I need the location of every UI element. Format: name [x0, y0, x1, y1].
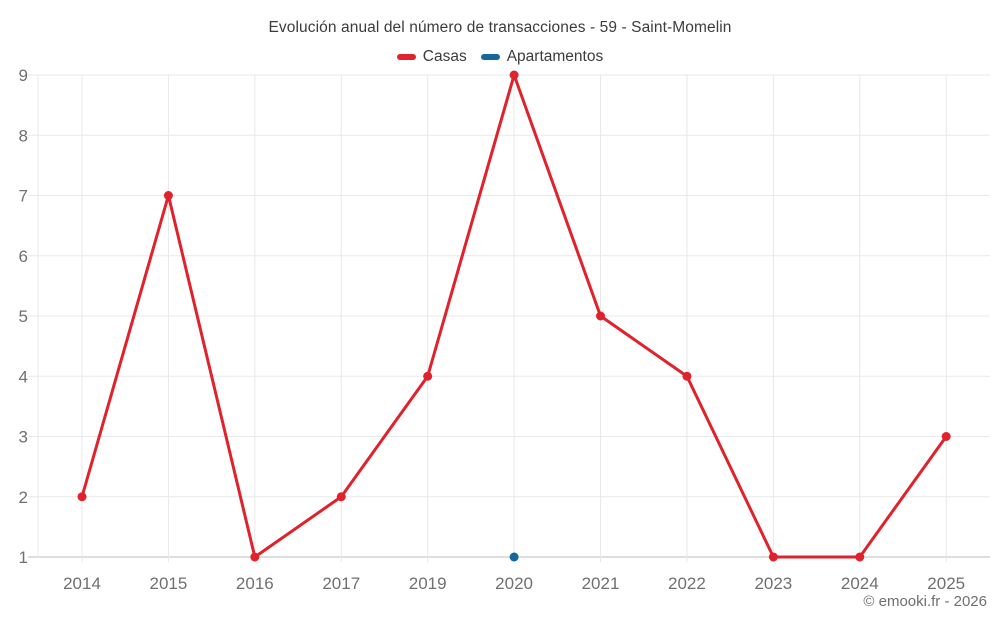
data-point-casas-2022[interactable]	[682, 371, 692, 381]
attribution-watermark: © emooki.fr - 2026	[863, 593, 987, 610]
x-tick-label: 2025	[927, 574, 965, 593]
data-point-casas-2021[interactable]	[596, 311, 606, 321]
data-point-casas-2024[interactable]	[855, 552, 865, 562]
legend-swatch-casas	[396, 53, 416, 61]
data-point-casas-2017[interactable]	[336, 492, 346, 502]
chart-title: Evolución anual del número de transaccio…	[268, 19, 732, 36]
y-tick-label: 8	[19, 126, 28, 145]
y-tick-label: 7	[19, 187, 28, 206]
x-tick-label: 2019	[409, 574, 447, 593]
data-point-casas-2015[interactable]	[163, 191, 173, 200]
data-point-casas-2023[interactable]	[768, 552, 778, 562]
y-tick-label: 2	[19, 488, 28, 507]
data-point-casas-2014[interactable]	[77, 492, 87, 502]
y-tick-label: 4	[19, 367, 28, 386]
y-tick-label: 9	[19, 66, 28, 85]
legend-label-apartamentos: Apartamentos	[506, 48, 604, 65]
x-tick-label: 2023	[754, 574, 792, 593]
x-tick-label: 2016	[236, 574, 274, 593]
y-tick-label: 5	[19, 307, 28, 326]
x-tick-label: 2017	[322, 574, 360, 593]
x-tick-label: 2014	[63, 574, 101, 593]
chart-legend: Casas Apartamentos	[0, 48, 1000, 66]
y-tick-label: 1	[19, 548, 28, 567]
x-tick-label: 2021	[582, 574, 620, 593]
data-point-apartamentos-2020[interactable]	[509, 552, 519, 562]
data-point-casas-2020[interactable]	[509, 70, 519, 80]
y-tick-label: 6	[19, 247, 28, 266]
x-tick-label: 2022	[668, 574, 706, 593]
data-point-casas-2025[interactable]	[941, 432, 951, 441]
x-tick-label: 2024	[841, 574, 879, 593]
x-tick-label: 2020	[495, 574, 533, 593]
legend-label-casas: Casas	[422, 48, 467, 65]
data-point-casas-2019[interactable]	[423, 371, 433, 381]
x-tick-label: 2015	[150, 574, 188, 593]
legend-swatch-apartamentos	[480, 53, 500, 61]
y-tick-label: 3	[19, 428, 28, 447]
legend-item-casas[interactable]: Casas	[396, 48, 467, 66]
data-point-casas-2016[interactable]	[250, 552, 260, 562]
legend-item-apartamentos[interactable]: Apartamentos	[480, 48, 604, 66]
